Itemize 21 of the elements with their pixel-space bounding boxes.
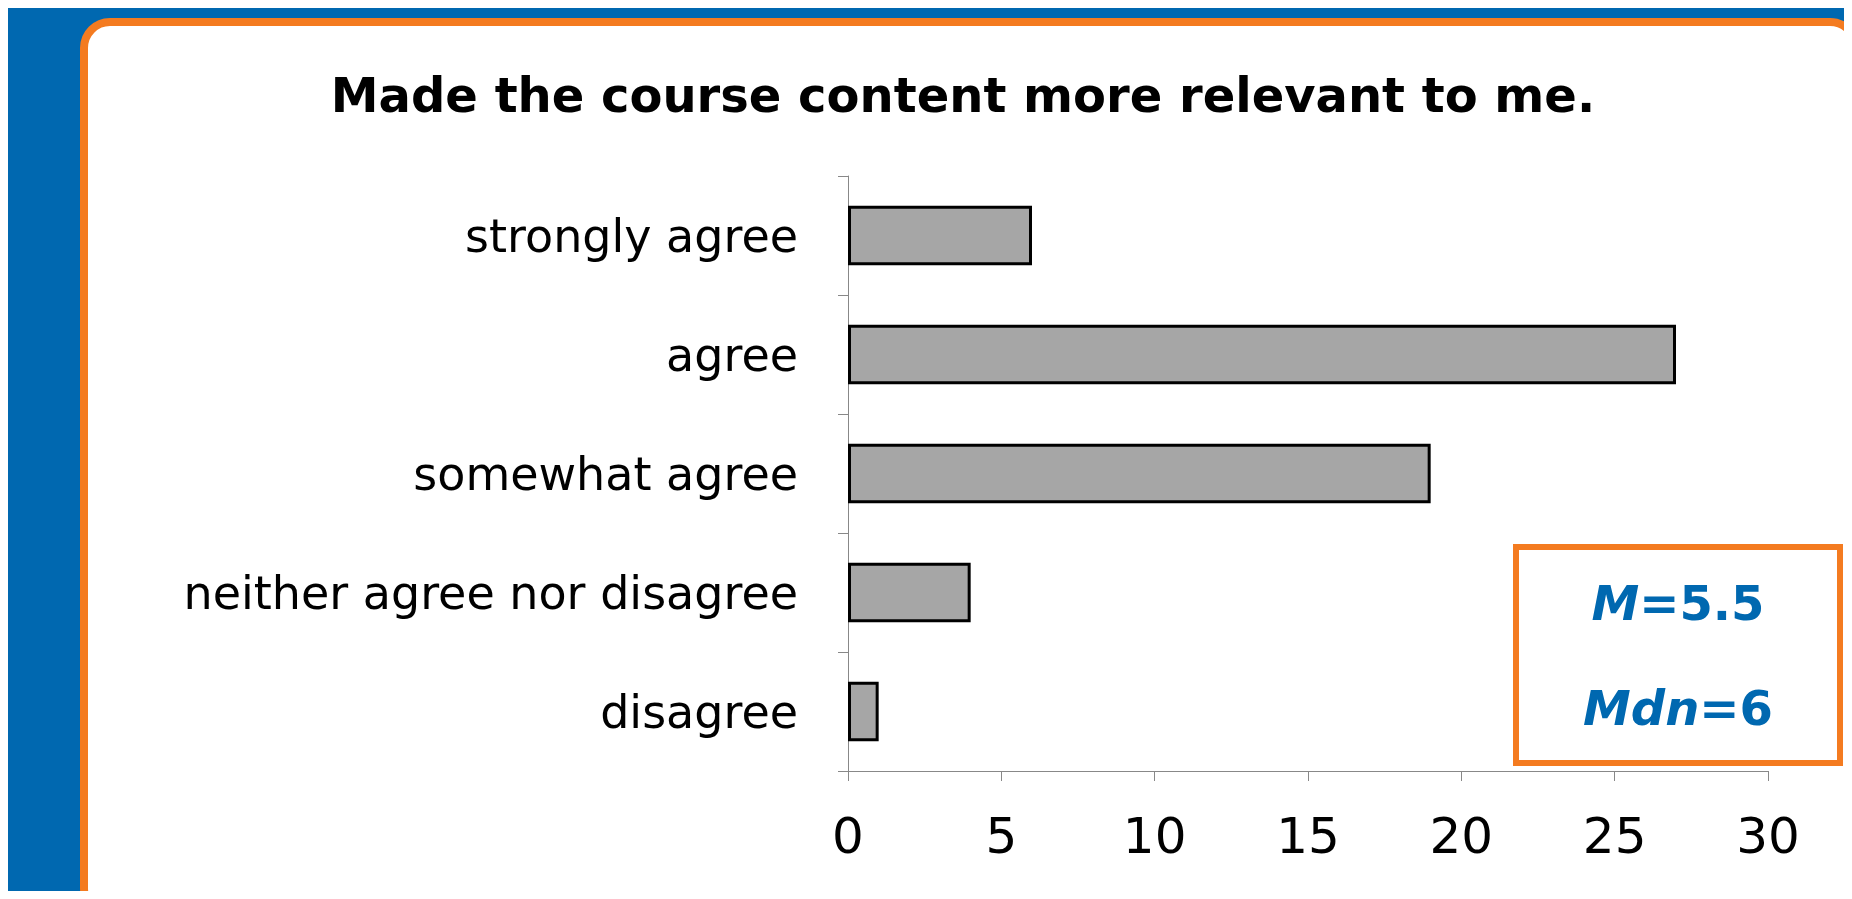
bar: [848, 681, 879, 742]
bar: [848, 324, 1676, 385]
x-tick-label: 20: [1429, 807, 1494, 865]
y-tick-label: disagree: [600, 684, 798, 739]
x-tick-label: 0: [832, 807, 864, 865]
x-tick-label: 5: [985, 807, 1018, 865]
chart-title: Made the course content more relevant to me.: [330, 67, 1596, 123]
note-box: M=5.5 Mdn=6: [1513, 544, 1843, 766]
annotation: Mdn=6: [1583, 679, 1773, 736]
x-tick-label: 30: [1736, 807, 1800, 865]
annotation: M=5.5: [1591, 574, 1765, 631]
y-tick-label: neither agree nor disagree: [183, 565, 798, 620]
x-tick-label: 25: [1582, 807, 1647, 865]
x-tick-label: 10: [1122, 807, 1187, 865]
y-tick-label: somewhat agree: [413, 446, 798, 501]
bar: [848, 443, 1431, 504]
y-tick-label: strongly agree: [465, 208, 798, 263]
y-tick-label: agree: [666, 327, 798, 382]
bar: [848, 562, 971, 623]
bar: [848, 205, 1032, 266]
x-tick-label: 15: [1276, 807, 1340, 865]
